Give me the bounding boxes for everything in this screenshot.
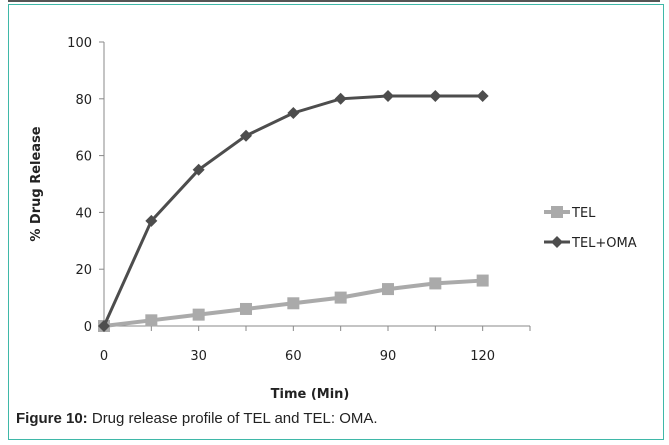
data-point: [145, 214, 158, 227]
y-tick-label: 60: [75, 150, 92, 165]
x-tick-label: 60: [285, 349, 302, 364]
y-tick-label: 80: [75, 93, 92, 108]
legend-marker: [551, 236, 563, 248]
series: [98, 89, 489, 332]
data-point: [334, 92, 347, 105]
data-point: [192, 308, 205, 321]
data-point: [240, 129, 252, 142]
legend-marker: [551, 206, 563, 218]
legend-item: TEL: [544, 206, 596, 221]
x-tick-label: 120: [470, 349, 495, 364]
data-point: [382, 283, 394, 296]
y-axis-title: % Drug Release: [29, 126, 44, 241]
top-rule: [8, 0, 660, 2]
x-axis-title: Time (Min): [271, 387, 350, 402]
data-point: [145, 314, 158, 327]
data-point: [287, 107, 300, 119]
data-point: [334, 291, 347, 304]
data-point: [98, 320, 110, 332]
x-tick-label: 0: [100, 349, 108, 364]
x-tick-label: 90: [380, 349, 397, 364]
caption-text: Drug release profile of TEL and TEL: OMA…: [87, 410, 378, 427]
y-tick-label: 0: [84, 320, 92, 335]
data-point: [287, 297, 300, 310]
figure-caption: Figure 10: Drug release profile of TEL a…: [16, 410, 378, 427]
data-point: [192, 163, 205, 176]
data-point: [429, 277, 442, 290]
data-point: [476, 89, 489, 102]
legend-label: TEL+OMA: [571, 236, 637, 251]
series-line: [102, 94, 483, 327]
data-point: [429, 89, 442, 102]
ticks: 0 20 40 60 80 100 0 30 60 90 120: [67, 36, 531, 364]
data-point: [240, 302, 252, 315]
x-tick-label: 30: [190, 349, 207, 364]
series-tel-oma: [98, 89, 489, 332]
data-point: [382, 89, 394, 102]
y-tick-label: 100: [67, 36, 92, 51]
caption-label: Figure 10:: [16, 410, 88, 427]
y-tick-label: 20: [75, 263, 92, 278]
legend-item: TEL+OMA: [544, 236, 637, 251]
legend-label: TEL: [571, 206, 596, 221]
series-tel: [98, 274, 489, 332]
axes: [103, 42, 530, 327]
data-point: [476, 274, 489, 287]
y-tick-label: 40: [75, 206, 92, 221]
figure-frame: [8, 4, 664, 440]
legend: TEL TEL+OMA: [544, 206, 637, 251]
